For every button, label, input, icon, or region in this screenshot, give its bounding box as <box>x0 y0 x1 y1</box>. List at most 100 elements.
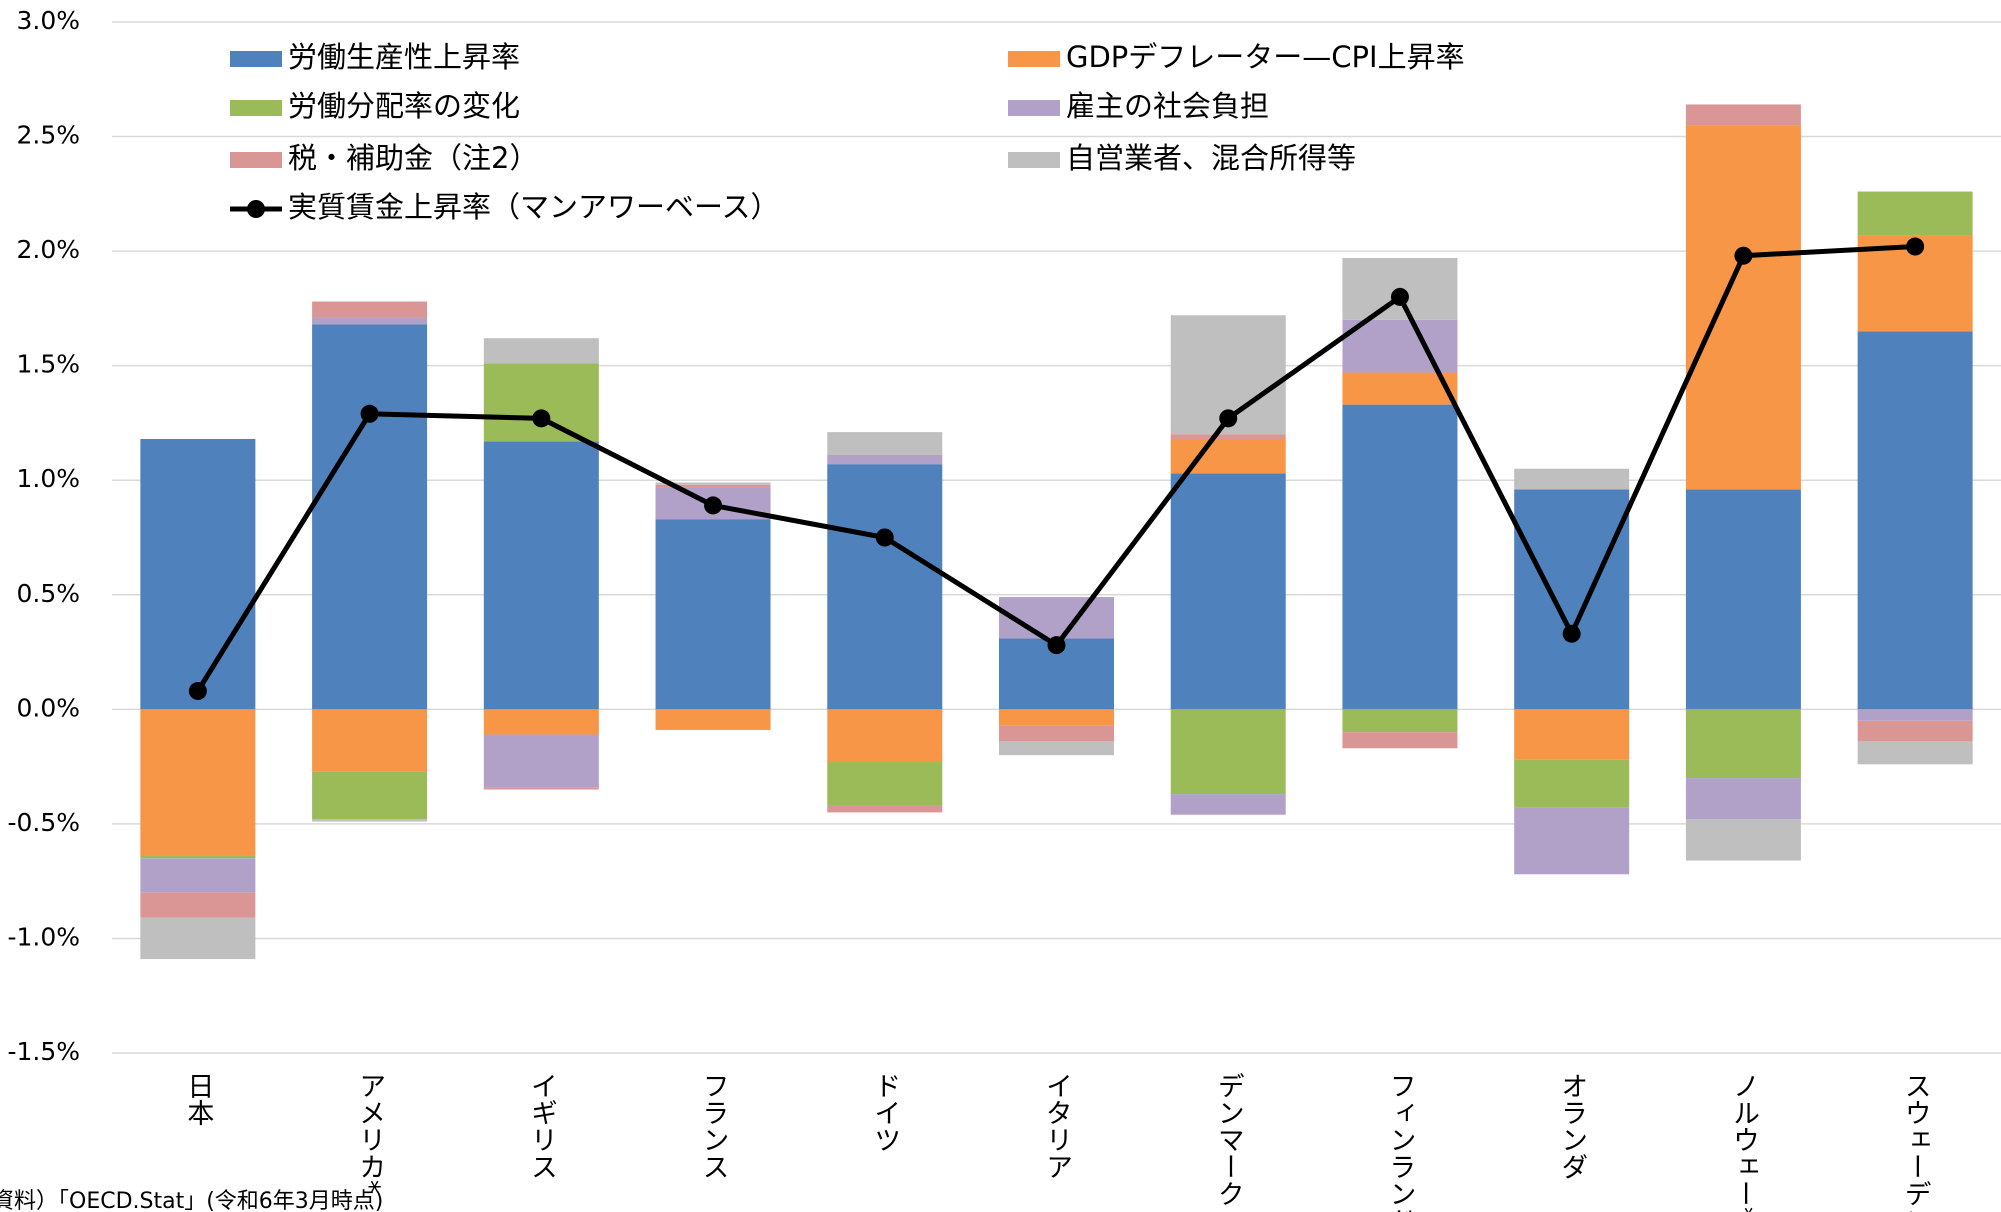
bar-segment <box>827 762 943 806</box>
bar-segment <box>1857 720 1973 742</box>
line-point <box>1219 409 1238 428</box>
bar-segment <box>1685 489 1801 710</box>
bar-segment <box>140 917 256 960</box>
bar-segment <box>140 438 256 710</box>
bar-segment <box>1514 709 1630 760</box>
y-tick-label: 2.5% <box>16 121 80 150</box>
line-point <box>188 682 207 701</box>
legend-swatch <box>1008 51 1060 67</box>
bar-segment <box>1170 434 1286 439</box>
y-tick-label: -1.0% <box>7 922 80 951</box>
bar-segment <box>1857 709 1973 721</box>
legend-marker <box>247 200 265 218</box>
y-tick-label: 1.0% <box>16 464 80 493</box>
bar-segment <box>655 519 771 710</box>
legend-swatch <box>230 51 282 67</box>
bar-segment <box>999 741 1114 756</box>
bar-segment <box>1170 473 1286 710</box>
source-note: 資料）「OECD.Stat」(令和6年3月時点) <box>0 1189 383 1212</box>
bar-segment <box>140 855 256 859</box>
bar-segment <box>483 734 599 788</box>
bar-segment <box>827 709 943 763</box>
bar-segment <box>1170 794 1286 815</box>
legend-label: 労働生産性上昇率 <box>288 40 520 74</box>
bar-segment <box>1514 759 1630 808</box>
bar-segment <box>999 709 1114 726</box>
bar-segment <box>140 892 256 918</box>
line-point <box>360 404 379 423</box>
x-tick-label: アメリカ* <box>354 1072 385 1194</box>
bar-segment <box>1342 709 1458 733</box>
bar-segment <box>999 725 1114 742</box>
line-point <box>1390 287 1409 306</box>
bar-segment <box>1857 191 1973 236</box>
bar-segment <box>483 338 599 364</box>
legend-swatch <box>230 100 282 116</box>
bar-segment <box>140 858 256 893</box>
bar-segment <box>1342 319 1458 373</box>
x-tick-label: デンマーク <box>1213 1072 1244 1207</box>
bar-segment <box>1514 468 1630 490</box>
bar-segment <box>1857 331 1973 710</box>
bar-segment <box>483 363 599 442</box>
bar-segment <box>655 482 771 485</box>
bar-segment <box>1685 125 1801 490</box>
x-tick-label: オランダ <box>1556 1072 1587 1180</box>
bar-segment <box>483 787 599 790</box>
legend-swatch <box>1008 152 1060 168</box>
bar-segment <box>1514 807 1630 875</box>
y-tick-label: 1.5% <box>16 350 80 379</box>
bar-segment <box>1170 709 1286 795</box>
y-tick-label: 0.5% <box>16 579 80 608</box>
y-tick-label: 3.0% <box>16 6 80 35</box>
bar-segment <box>1342 404 1458 710</box>
legend-label: 自営業者、混合所得等 <box>1066 141 1356 175</box>
bar-segment <box>312 771 428 820</box>
x-tick-label: ドイツ <box>869 1072 900 1153</box>
bar-segment <box>827 805 943 813</box>
bar-segment <box>312 709 428 772</box>
line-point <box>1562 624 1581 643</box>
line-point <box>1047 636 1066 655</box>
bar-segment <box>1685 778 1801 820</box>
line-point <box>532 409 551 428</box>
bar-segment <box>483 709 599 735</box>
y-tick-label: -0.5% <box>7 808 80 837</box>
x-tick-label: イタリア <box>1041 1072 1072 1180</box>
line-point <box>875 528 894 547</box>
line-point <box>704 496 723 515</box>
bar-segment <box>1342 372 1458 405</box>
legend-label: 労働分配率の変化 <box>288 89 520 123</box>
legend-label: GDPデフレーター—CPI上昇率 <box>1066 40 1465 74</box>
bar-segment <box>312 301 428 318</box>
bar-segment <box>140 709 256 856</box>
legend-label: 雇主の社会負担 <box>1066 89 1269 123</box>
x-tick-label: フィンランド <box>1384 1072 1415 1212</box>
legend-swatch <box>230 152 282 168</box>
x-tick-label: フランス <box>698 1072 729 1180</box>
bar-segment <box>999 597 1114 639</box>
y-tick-label: 0.0% <box>16 693 80 722</box>
bar-segment <box>1685 819 1801 861</box>
y-tick-label: -1.5% <box>7 1037 80 1066</box>
line-point <box>1906 237 1925 256</box>
bar-segment <box>1685 709 1801 779</box>
bar-segment <box>1342 732 1458 749</box>
bar-segment <box>1514 489 1630 710</box>
bar-segment <box>312 819 428 822</box>
bar-segment <box>827 455 943 465</box>
bar-segment <box>312 324 428 710</box>
bar-segment <box>655 709 771 730</box>
legend-label: 税・補助金（注2） <box>288 141 538 175</box>
y-tick-label: 2.0% <box>16 235 80 264</box>
bar-segment <box>827 432 943 456</box>
bar-segment <box>312 317 428 325</box>
x-tick-label: スウェーデン <box>1900 1072 1931 1212</box>
bar-segment <box>483 441 599 710</box>
x-tick-label: ノルウェー* <box>1728 1072 1759 1212</box>
legend-label: 実質賃金上昇率（マンアワーベース） <box>288 190 780 224</box>
legend-swatch <box>1008 100 1060 116</box>
bar-segment <box>1685 104 1801 126</box>
x-tick-label: 日本 <box>182 1072 214 1126</box>
